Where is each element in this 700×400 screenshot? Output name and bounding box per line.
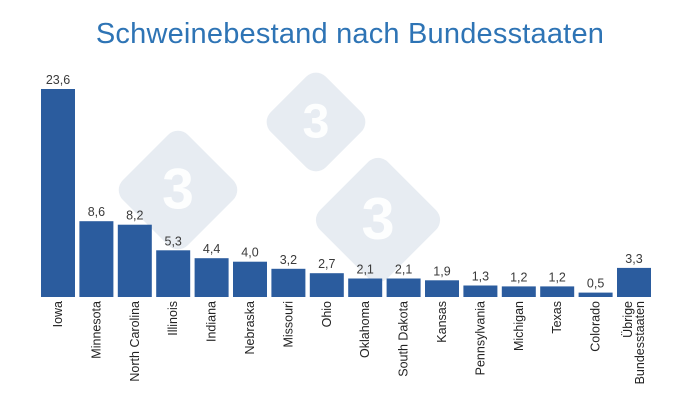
- svg-text:3: 3: [303, 95, 330, 149]
- svg-text:3: 3: [162, 157, 194, 221]
- value-label-2: 8,2: [126, 209, 143, 223]
- value-label-8: 2,1: [357, 263, 374, 277]
- bar-8: [348, 278, 383, 297]
- tick-label-12: Michigan: [512, 301, 526, 351]
- value-label-5: 4,0: [241, 246, 258, 260]
- tick-label-1: Minnesota: [89, 301, 103, 359]
- value-label-0: 23,6: [46, 73, 70, 87]
- x-tick-labels-group: Iowa Minnesota North Carolina Illinois India…: [51, 301, 647, 384]
- value-label-10: 1,9: [433, 264, 450, 278]
- value-label-12: 1,2: [510, 270, 527, 284]
- watermark-diamond-1: 3: [118, 130, 238, 250]
- value-label-11: 1,3: [472, 270, 489, 284]
- svg-text:3: 3: [361, 185, 394, 252]
- tick-label-9: South Dakota: [397, 301, 411, 377]
- value-label-15: 3,3: [625, 252, 642, 266]
- value-label-6: 3,2: [280, 253, 297, 267]
- bar-13: [540, 286, 575, 297]
- value-label-14: 0,5: [587, 277, 604, 291]
- bar-7: [309, 273, 344, 297]
- bar-1: [79, 221, 114, 297]
- bar-12: [501, 286, 536, 297]
- value-label-3: 5,3: [165, 234, 182, 248]
- tick-label-5: Nebraska: [243, 301, 257, 355]
- value-label-9: 2,1: [395, 263, 412, 277]
- bar-14: [578, 292, 613, 297]
- tick-label-14: Colorado: [589, 301, 603, 352]
- value-label-1: 8,6: [88, 205, 105, 219]
- watermark-diamond-3: 3: [315, 157, 441, 283]
- tick-label-4: Indiana: [205, 301, 219, 342]
- bar-9: [386, 278, 421, 297]
- value-label-4: 4,4: [203, 242, 220, 256]
- bar-5: [233, 261, 267, 297]
- bar-10: [425, 280, 459, 297]
- bar-3: [156, 250, 191, 297]
- bar-2: [117, 224, 152, 297]
- tick-label-11: Pennsylvania: [473, 301, 487, 375]
- tick-label-6: Missouri: [281, 301, 295, 348]
- bar-11: [463, 285, 498, 297]
- tick-label-8: Oklahoma: [358, 301, 372, 358]
- value-label-13: 1,2: [549, 270, 566, 284]
- watermark-logo: 333: [118, 72, 441, 283]
- tick-label-13: Texas: [550, 301, 564, 334]
- bars-group: [41, 89, 651, 297]
- tick-label-0: Iowa: [51, 301, 65, 327]
- watermark-diamond-2: 3: [266, 72, 366, 172]
- value-label-7: 2,7: [318, 257, 335, 271]
- tick-label-15: ÜbrigeBundesstaaten: [621, 301, 647, 384]
- tick-label-3: Illinois: [166, 301, 180, 336]
- bar-4: [194, 258, 229, 297]
- bar-0: [41, 89, 75, 297]
- tick-label-2: North Carolina: [128, 301, 142, 382]
- bar-15: [617, 267, 651, 297]
- tick-label-10: Kansas: [435, 301, 449, 343]
- tick-label-7: Ohio: [320, 301, 334, 327]
- value-labels-group: 23,6 8,6 8,2 5,3 4,4 4,0 3,2 2,7 2,1 2,1 1,9 1,3 1,2…: [46, 73, 643, 291]
- chart-title: Schweinebestand nach Bundesstaaten: [95, 18, 605, 50]
- bar-6: [271, 268, 306, 297]
